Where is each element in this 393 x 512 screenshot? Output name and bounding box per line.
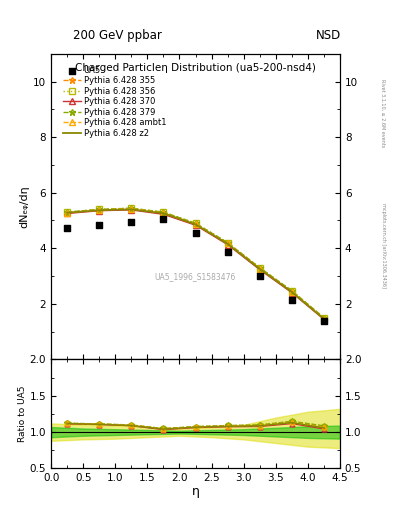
Pythia 6.428 379: [129, 205, 134, 211]
Pythia 6.428 z2: [225, 241, 230, 247]
Pythia 6.428 ambt1: [97, 207, 101, 213]
Pythia 6.428 370: [97, 208, 101, 214]
Pythia 6.428 379: [193, 220, 198, 226]
Pythia 6.428 356: [161, 209, 166, 215]
Pythia 6.428 ambt1: [225, 241, 230, 247]
Pythia 6.428 z2: [193, 221, 198, 227]
UA5: [160, 215, 167, 223]
Pythia 6.428 356: [257, 265, 262, 271]
Legend: UA5, Pythia 6.428 355, Pythia 6.428 356, Pythia 6.428 370, Pythia 6.428 379, Pyt: UA5, Pythia 6.428 355, Pythia 6.428 356,…: [61, 64, 168, 139]
Pythia 6.428 356: [65, 209, 70, 215]
UA5: [224, 248, 231, 257]
Pythia 6.428 z2: [289, 289, 294, 295]
Pythia 6.428 ambt1: [257, 265, 262, 271]
Pythia 6.428 ambt1: [321, 315, 326, 322]
UA5: [128, 218, 134, 226]
Pythia 6.428 379: [289, 288, 294, 294]
UA5: [193, 229, 199, 237]
Pythia 6.428 370: [161, 211, 166, 218]
Pythia 6.428 ambt1: [161, 210, 166, 216]
UA5: [64, 224, 70, 232]
X-axis label: η: η: [191, 485, 200, 498]
UA5: [257, 272, 263, 280]
Pythia 6.428 356: [289, 288, 294, 294]
Pythia 6.428 370: [193, 222, 198, 228]
Pythia 6.428 355: [161, 209, 166, 216]
Pythia 6.428 356: [225, 240, 230, 246]
Pythia 6.428 379: [257, 265, 262, 271]
Text: Rivet 3.1.10, ≥ 2.6M events: Rivet 3.1.10, ≥ 2.6M events: [381, 78, 386, 147]
Line: Pythia 6.428 ambt1: Pythia 6.428 ambt1: [64, 206, 327, 322]
Pythia 6.428 355: [65, 209, 70, 216]
Pythia 6.428 356: [193, 220, 198, 226]
Pythia 6.428 ambt1: [193, 221, 198, 227]
Pythia 6.428 379: [97, 206, 101, 212]
Pythia 6.428 370: [289, 290, 294, 296]
Pythia 6.428 z2: [257, 266, 262, 272]
UA5: [321, 317, 327, 325]
Text: UA5_1996_S1583476: UA5_1996_S1583476: [155, 272, 236, 281]
Pythia 6.428 370: [257, 267, 262, 273]
Y-axis label: Ratio to UA5: Ratio to UA5: [18, 386, 27, 442]
Pythia 6.428 z2: [65, 209, 70, 216]
Pythia 6.428 355: [225, 240, 230, 246]
Y-axis label: dNₑᵩ/dη: dNₑᵩ/dη: [19, 185, 29, 228]
Pythia 6.428 ambt1: [129, 206, 134, 212]
Pythia 6.428 370: [129, 207, 134, 213]
Pythia 6.428 355: [289, 288, 294, 294]
Pythia 6.428 ambt1: [65, 209, 70, 216]
Text: 200 GeV ppbar: 200 GeV ppbar: [73, 29, 162, 42]
Pythia 6.428 379: [65, 209, 70, 215]
Line: Pythia 6.428 z2: Pythia 6.428 z2: [67, 209, 324, 319]
Pythia 6.428 379: [321, 314, 326, 321]
Line: Pythia 6.428 379: Pythia 6.428 379: [64, 205, 327, 321]
Pythia 6.428 379: [161, 209, 166, 215]
Pythia 6.428 355: [193, 221, 198, 227]
Pythia 6.428 z2: [97, 207, 101, 213]
Pythia 6.428 355: [321, 315, 326, 322]
Pythia 6.428 356: [129, 205, 134, 211]
Pythia 6.428 355: [97, 207, 101, 213]
Line: Pythia 6.428 356: Pythia 6.428 356: [64, 205, 327, 321]
UA5: [96, 221, 102, 229]
Pythia 6.428 z2: [321, 316, 326, 322]
Line: Pythia 6.428 355: Pythia 6.428 355: [64, 205, 327, 322]
UA5: [288, 295, 295, 304]
Pythia 6.428 370: [225, 242, 230, 248]
Pythia 6.428 355: [129, 206, 134, 212]
Line: Pythia 6.428 370: Pythia 6.428 370: [64, 207, 327, 322]
Pythia 6.428 z2: [129, 206, 134, 212]
Text: mcplots.cern.ch [arXiv:1306.3436]: mcplots.cern.ch [arXiv:1306.3436]: [381, 203, 386, 288]
Pythia 6.428 356: [97, 206, 101, 212]
Pythia 6.428 ambt1: [289, 288, 294, 294]
Pythia 6.428 379: [225, 240, 230, 246]
Pythia 6.428 370: [321, 316, 326, 323]
Text: NSD: NSD: [316, 29, 341, 42]
Pythia 6.428 z2: [161, 210, 166, 216]
Pythia 6.428 356: [321, 314, 326, 321]
Pythia 6.428 370: [65, 210, 70, 217]
Text: Charged Particleη Distribution (ua5-200-nsd4): Charged Particleη Distribution (ua5-200-…: [75, 63, 316, 73]
Pythia 6.428 355: [257, 265, 262, 271]
